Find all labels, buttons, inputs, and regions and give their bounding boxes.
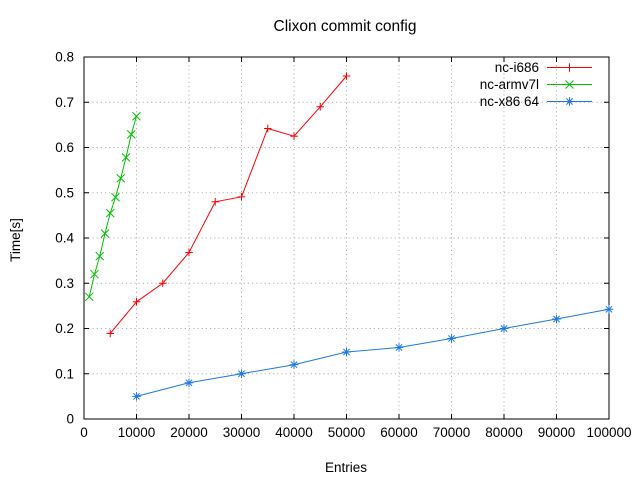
- svg-text:40000: 40000: [275, 425, 313, 440]
- svg-text:0.8: 0.8: [55, 50, 74, 65]
- svg-text:80000: 80000: [485, 425, 523, 440]
- svg-text:Time[s]: Time[s]: [8, 218, 23, 262]
- svg-text:0.3: 0.3: [55, 276, 74, 291]
- svg-text:nc-i686: nc-i686: [495, 60, 539, 75]
- svg-text:0.7: 0.7: [55, 95, 74, 110]
- svg-text:Clixon commit config: Clixon commit config: [274, 18, 417, 35]
- svg-text:100000: 100000: [586, 425, 631, 440]
- svg-text:0.1: 0.1: [55, 366, 74, 381]
- svg-text:70000: 70000: [433, 425, 471, 440]
- svg-text:0.2: 0.2: [55, 321, 74, 336]
- svg-text:60000: 60000: [380, 425, 418, 440]
- svg-text:20000: 20000: [170, 425, 208, 440]
- svg-text:0.4: 0.4: [55, 231, 74, 246]
- svg-text:nc-armv7l: nc-armv7l: [480, 77, 539, 92]
- svg-text:0.5: 0.5: [55, 185, 74, 200]
- svg-text:Entries: Entries: [325, 460, 367, 475]
- svg-text:30000: 30000: [223, 425, 261, 440]
- svg-text:0: 0: [66, 412, 74, 427]
- svg-text:0.6: 0.6: [55, 140, 74, 155]
- svg-text:90000: 90000: [538, 425, 576, 440]
- svg-text:0: 0: [80, 425, 88, 440]
- svg-text:50000: 50000: [328, 425, 366, 440]
- svg-text:nc-x86 64: nc-x86 64: [480, 94, 540, 109]
- svg-text:10000: 10000: [118, 425, 156, 440]
